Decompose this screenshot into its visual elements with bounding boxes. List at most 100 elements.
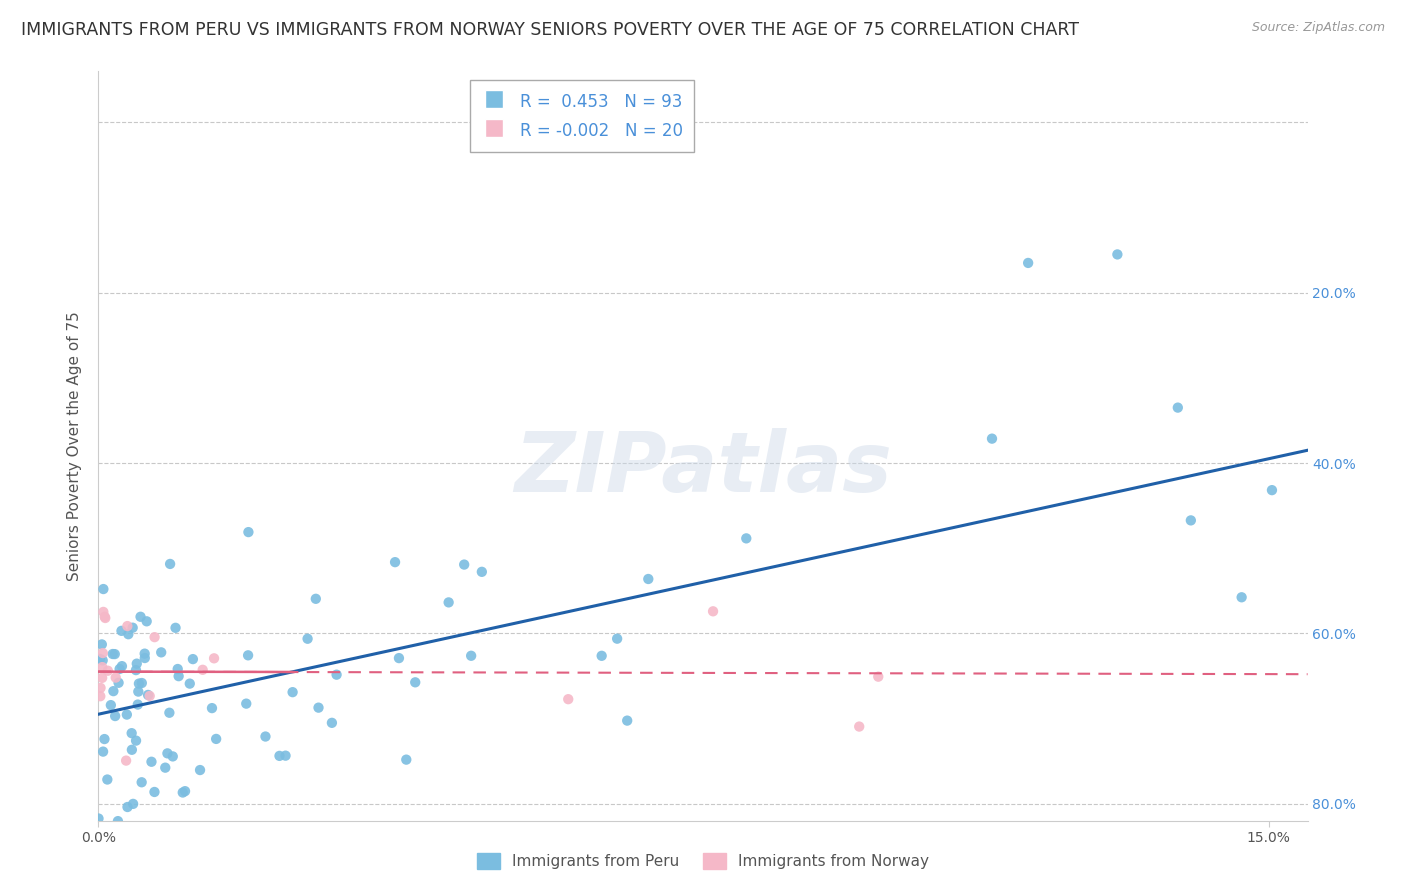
Point bbox=[159, 557, 181, 571]
Point bbox=[121, 726, 143, 740]
Point bbox=[150, 645, 173, 659]
Point bbox=[122, 797, 145, 811]
Point bbox=[117, 849, 139, 863]
Point bbox=[395, 753, 418, 767]
Point bbox=[127, 698, 149, 712]
Point bbox=[104, 671, 127, 685]
Point bbox=[87, 812, 110, 826]
Point bbox=[557, 692, 579, 706]
Point bbox=[591, 648, 613, 663]
Point bbox=[93, 582, 115, 596]
Point bbox=[702, 604, 724, 618]
Point bbox=[172, 785, 194, 799]
Point bbox=[115, 754, 138, 768]
Point bbox=[91, 653, 114, 667]
Point bbox=[121, 743, 143, 757]
Point bbox=[471, 565, 494, 579]
Point bbox=[848, 720, 870, 734]
Point bbox=[104, 709, 127, 723]
Point bbox=[131, 676, 153, 690]
Point bbox=[107, 675, 129, 690]
Point bbox=[134, 647, 156, 661]
Point bbox=[202, 651, 225, 665]
Point bbox=[1167, 401, 1189, 415]
Point bbox=[89, 690, 111, 704]
Point bbox=[91, 745, 114, 759]
Point bbox=[156, 747, 179, 761]
Point bbox=[460, 648, 482, 663]
Point bbox=[117, 627, 139, 641]
Point bbox=[404, 675, 426, 690]
Point bbox=[124, 840, 146, 855]
Point bbox=[134, 651, 156, 665]
Point bbox=[141, 755, 163, 769]
Point bbox=[157, 706, 180, 720]
Point bbox=[191, 663, 214, 677]
Legend: R =  0.453   N = 93, R = -0.002   N = 20: R = 0.453 N = 93, R = -0.002 N = 20 bbox=[470, 79, 695, 152]
Point bbox=[125, 657, 148, 671]
Point bbox=[162, 749, 184, 764]
Point bbox=[107, 814, 129, 829]
Point bbox=[325, 667, 347, 681]
Point bbox=[606, 632, 628, 646]
Point bbox=[93, 732, 115, 747]
Point bbox=[115, 707, 138, 722]
Y-axis label: Seniors Poverty Over the Age of 75: Seniors Poverty Over the Age of 75 bbox=[67, 311, 83, 581]
Point bbox=[108, 662, 131, 676]
Point bbox=[155, 761, 177, 775]
Point bbox=[201, 701, 224, 715]
Point bbox=[188, 763, 211, 777]
Point bbox=[181, 652, 204, 666]
Point bbox=[91, 671, 114, 685]
Point bbox=[90, 681, 112, 695]
Point bbox=[453, 558, 475, 572]
Point bbox=[1180, 513, 1202, 527]
Point bbox=[981, 432, 1004, 446]
Point bbox=[96, 772, 118, 787]
Point bbox=[1230, 591, 1253, 605]
Point bbox=[281, 685, 304, 699]
Point bbox=[143, 785, 166, 799]
Point bbox=[1107, 247, 1129, 261]
Point bbox=[308, 700, 330, 714]
Point bbox=[110, 624, 132, 638]
Point bbox=[238, 525, 260, 540]
Point bbox=[125, 663, 148, 677]
Point bbox=[134, 831, 156, 846]
Text: IMMIGRANTS FROM PERU VS IMMIGRANTS FROM NORWAY SENIORS POVERTY OVER THE AGE OF 7: IMMIGRANTS FROM PERU VS IMMIGRANTS FROM … bbox=[21, 21, 1078, 38]
Point bbox=[125, 733, 148, 747]
Point bbox=[91, 646, 114, 660]
Point bbox=[101, 647, 124, 661]
Point bbox=[205, 731, 228, 746]
Point bbox=[138, 689, 160, 703]
Point bbox=[143, 630, 166, 644]
Point bbox=[136, 688, 159, 702]
Point bbox=[128, 676, 150, 690]
Point bbox=[174, 784, 197, 798]
Point bbox=[269, 748, 291, 763]
Point bbox=[236, 648, 259, 663]
Point bbox=[321, 715, 343, 730]
Point bbox=[131, 775, 153, 789]
Point bbox=[388, 651, 411, 665]
Point bbox=[235, 697, 257, 711]
Point bbox=[165, 621, 187, 635]
Point bbox=[179, 676, 201, 690]
Point bbox=[91, 660, 114, 674]
Point bbox=[637, 572, 659, 586]
Point bbox=[145, 824, 167, 838]
Point bbox=[94, 611, 117, 625]
Point bbox=[305, 591, 328, 606]
Point bbox=[104, 647, 127, 661]
Point bbox=[384, 555, 406, 569]
Point bbox=[114, 839, 136, 854]
Point bbox=[89, 652, 111, 666]
Point bbox=[90, 637, 112, 651]
Point bbox=[1261, 483, 1284, 497]
Point bbox=[297, 632, 319, 646]
Point bbox=[93, 609, 115, 624]
Text: Source: ZipAtlas.com: Source: ZipAtlas.com bbox=[1251, 21, 1385, 34]
Point bbox=[868, 670, 890, 684]
Point bbox=[117, 800, 139, 814]
Point bbox=[93, 605, 115, 619]
